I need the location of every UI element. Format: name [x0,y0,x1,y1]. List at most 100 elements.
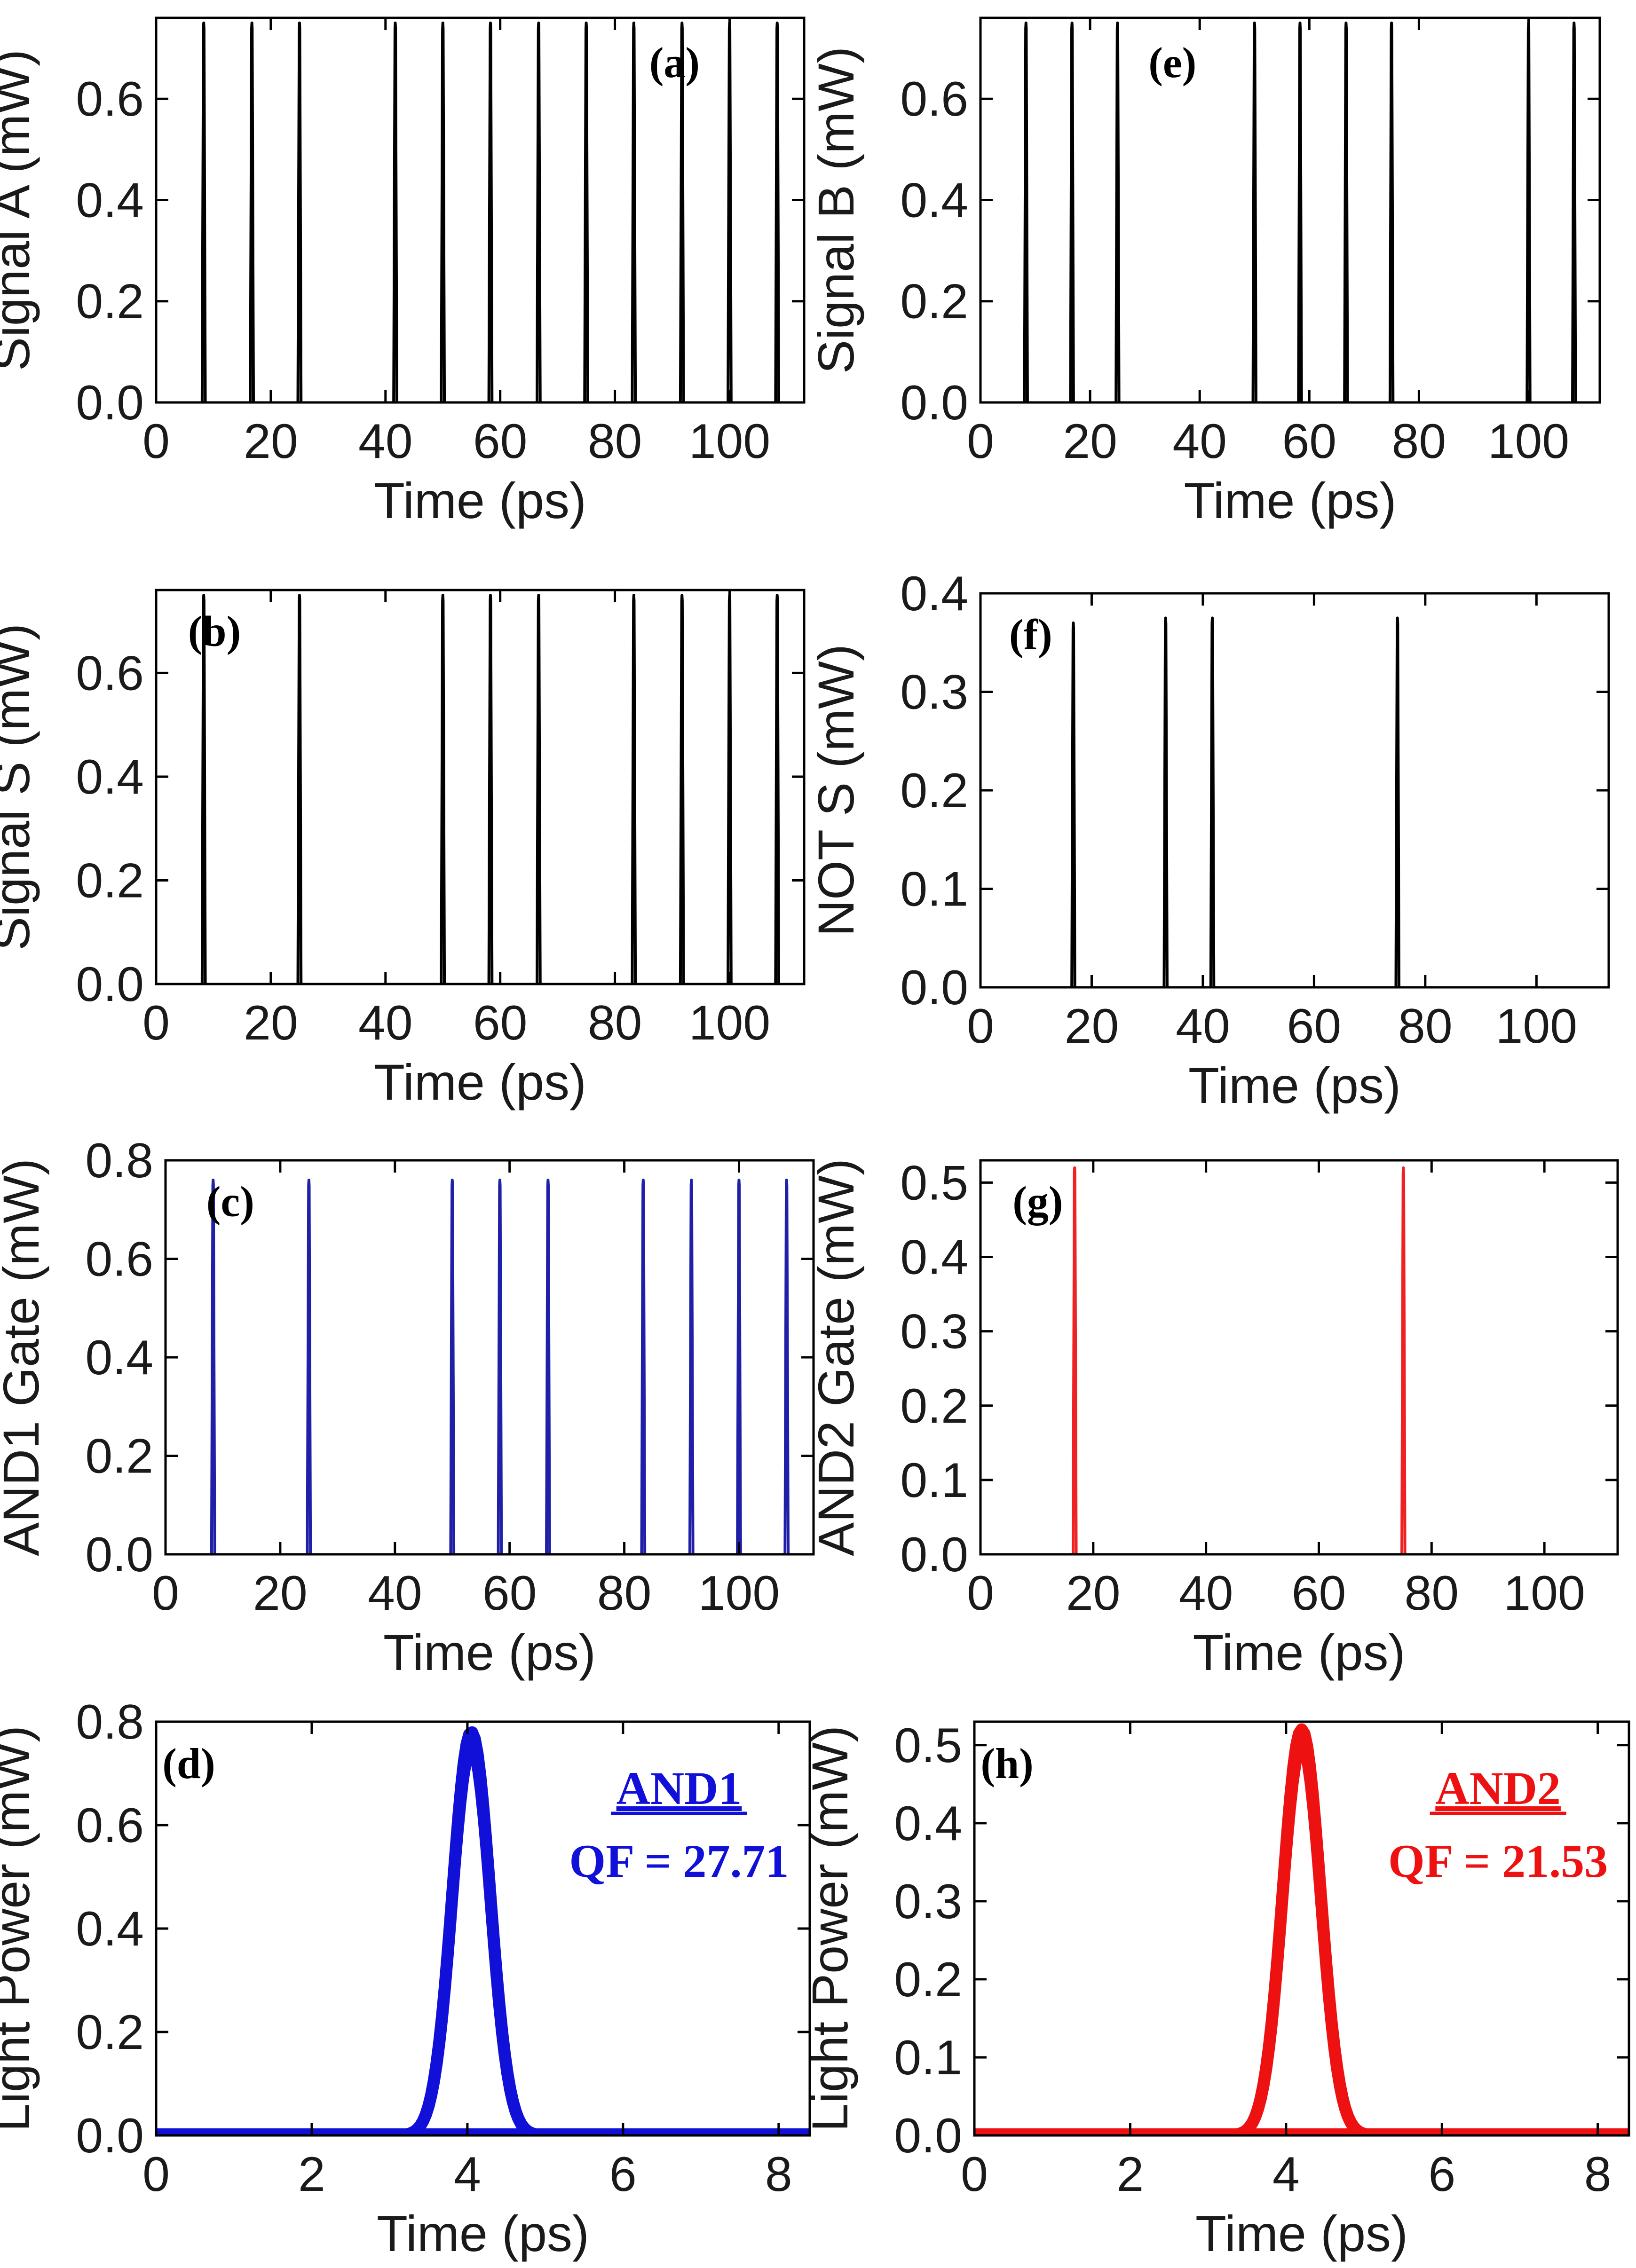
y-tick-label: 0.0 [900,961,968,1015]
series-f-0 [980,616,1609,987]
x-axis-title: Time (ps) [374,1054,586,1110]
y-tick-label: 0.2 [85,1429,153,1484]
pulse-mark [1400,1166,1407,1554]
x-tick-label: 100 [1503,1566,1585,1621]
annotation-gate-name: AND2 [1435,1762,1561,1814]
y-tick-label: 0.4 [900,1230,968,1285]
y-tick-label: 0.6 [85,1232,153,1287]
x-tick-label: 80 [597,1566,652,1621]
plot-frame [164,1159,815,1556]
x-tick-label: 8 [765,2147,792,2202]
plot-frame [979,1159,1619,1556]
y-axis-title: Signal B (mW) [807,47,864,374]
y-tick-label: 0.0 [76,376,144,430]
y-tick-label: 0.2 [900,1379,968,1433]
pulse-mark [688,1178,695,1554]
x-tick-label: 60 [473,996,528,1050]
y-tick-label: 0.1 [894,2031,962,2085]
chart-panel-e: 0 20 40 60 80 100 0.0 0.2 0.4 0.6 Time (ps) Signal … [807,16,1601,529]
eye-inner-trace [974,1742,1629,2135]
pulse-mark [296,594,303,984]
series-g-0 [980,1166,1618,1554]
eye-inner-trace [156,1745,810,2135]
pulse-mark [545,1178,551,1554]
pulse-mark [536,21,542,402]
y-tick-label: 0.6 [76,646,144,701]
y-tick-label: 0.2 [76,853,144,908]
y-tick-label: 0.0 [76,957,144,1012]
pulse-mark [1571,21,1577,402]
panel-label: (h) [980,1740,1033,1788]
y-tick-label: 0.4 [85,1331,153,1385]
x-tick-label: 20 [244,996,298,1050]
x-tick-label: 8 [1584,2147,1612,2202]
x-tick-label: 20 [1066,1566,1121,1621]
y-tick-label: 0.8 [76,1695,144,1749]
pulse-mark [1388,21,1395,402]
x-tick-label: 20 [244,414,298,469]
y-axis-title: Signal S (mW) [0,623,40,951]
series-b-0 [156,594,804,984]
pulse-mark [631,21,637,402]
x-tick-label: 100 [1496,999,1578,1054]
panel-label: (e) [1148,39,1196,87]
pulse-mark [306,1178,312,1554]
pulse-mark [583,21,589,402]
pulse-mark [1070,621,1076,987]
annotation-gate-name: AND1 [616,1762,742,1814]
chart-panel-a: 0 20 40 60 80 100 0.0 0.2 0.4 0.6 Time (ps) Signal … [0,16,806,529]
panel-label: (f) [1009,611,1052,659]
pulse-mark [536,594,542,984]
y-tick-label: 0.1 [900,862,968,917]
pulse-mark [1071,1166,1078,1554]
pulse-mark [1525,21,1532,402]
pulse-mark [1251,21,1257,402]
x-tick-label: 40 [358,414,413,469]
x-tick-label: 0 [967,1566,994,1621]
y-tick-label: 0.4 [900,567,968,621]
y-tick-label: 0.3 [900,665,968,720]
panel-label: (a) [649,39,700,87]
x-tick-label: 80 [588,996,642,1050]
y-tick-label: 0.6 [900,72,968,126]
x-tick-label: 20 [1063,414,1117,469]
x-tick-label: 2 [1117,2147,1144,2202]
pulse-mark [1394,616,1400,987]
x-tick-label: 40 [358,996,413,1050]
pulse-mark [487,21,494,402]
y-tick-label: 0.2 [76,2005,144,2060]
y-axis-title: Signal A (mW) [0,49,40,371]
y-tick-label: 0.0 [76,2109,144,2163]
y-tick-label: 0.4 [76,1902,144,1956]
pulse-mark [200,21,207,402]
chart-panel-g: 0 20 40 60 80 100 0.0 0.1 0.2 0.3 0.4 0.5 Time (ps) A… [807,1156,1619,1681]
x-axis-title: Time (ps) [1188,1057,1401,1114]
y-tick-label: 0.0 [900,1528,968,1582]
y-tick-label: 0.1 [900,1453,968,1508]
chart-panel-b: 0 20 40 60 80 100 0.0 0.2 0.4 0.6 Time (ps) Signal … [0,589,806,1110]
pulse-mark [449,1178,456,1554]
panel-label: (d) [162,1740,215,1788]
plot-frame [979,16,1601,404]
y-tick-label: 0.0 [900,376,968,430]
x-tick-label: 20 [1065,999,1119,1054]
pulse-mark [679,21,685,402]
pulse-mark [1069,21,1075,402]
pulse-mark [487,594,494,984]
x-tick-label: 80 [1404,1566,1459,1621]
pulse-mark [1114,21,1121,402]
pulse-mark [783,1178,790,1554]
panel-label: (c) [206,1178,254,1226]
x-tick-label: 40 [1172,414,1227,469]
x-tick-label: 60 [1287,999,1342,1054]
x-tick-label: 0 [142,996,170,1050]
y-tick-label: 0.8 [85,1134,153,1188]
x-tick-label: 20 [253,1566,308,1621]
series-c-0 [166,1178,814,1554]
pulse-mark [440,594,446,984]
y-tick-label: 0.3 [900,1305,968,1359]
pulse-mark [497,1178,503,1554]
pulse-mark [1023,21,1029,402]
x-tick-label: 0 [152,1566,179,1621]
pulse-mark [1297,21,1303,402]
